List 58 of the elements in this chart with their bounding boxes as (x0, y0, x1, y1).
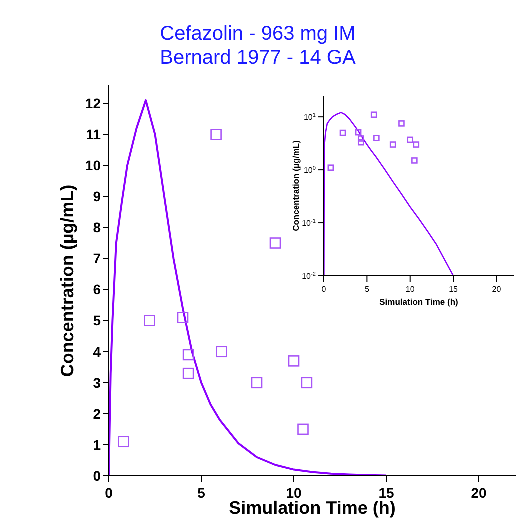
x-tick-label: 0 (105, 485, 114, 501)
point (251, 377, 263, 389)
point (182, 349, 194, 361)
y-tick-label: 10 (85, 158, 102, 174)
point (177, 312, 189, 324)
point (182, 368, 194, 380)
point (374, 135, 380, 142)
y-axis-title: Concentration (µg/mL) (291, 140, 301, 232)
point (412, 158, 418, 164)
y-tick-label: 2 (93, 406, 102, 422)
point (301, 377, 313, 389)
y-tick-label: 11 (86, 126, 102, 143)
y-tick-label: 10$^{0}$ (304, 166, 316, 175)
point (328, 164, 334, 172)
x-tick-label: 10 (406, 285, 416, 294)
point (288, 356, 300, 367)
x-tick-label: 20 (492, 285, 502, 294)
x-tick-label: 15 (449, 285, 459, 294)
y-tick-label: 4 (93, 344, 102, 360)
point (144, 315, 156, 326)
point (390, 142, 396, 148)
line-series (324, 112, 454, 276)
y-tick-label: 10$^{-2}$ (302, 272, 316, 281)
x-tick-label: 5 (198, 485, 206, 501)
point (118, 436, 130, 448)
y-tick-label: 10$^{-1}$ (302, 218, 316, 228)
y-tick-label: 1 (93, 436, 102, 453)
y-tick-label: 10$^{1}$ (304, 112, 316, 122)
chart-title: Cefazolin - 963 mg IM (159, 22, 357, 46)
point (398, 120, 405, 127)
point (210, 129, 222, 140)
point (370, 112, 378, 118)
x-axis-title: Simulation Time (h) (378, 297, 460, 307)
x-tick-label: 20 (471, 485, 487, 501)
y-tick-label: 7 (93, 250, 102, 267)
point (298, 424, 309, 436)
point (407, 136, 414, 144)
y-tick-label: 3 (93, 374, 102, 391)
y-tick-label: 5 (93, 312, 102, 329)
chart-subtitle: Bernard 1977 - 14 GA (159, 46, 357, 70)
x-tick-label: 15 (378, 485, 394, 501)
y-tick-label: 6 (93, 282, 102, 298)
point (355, 129, 362, 136)
point (216, 346, 228, 358)
y-tick-label: 8 (93, 220, 102, 236)
y-tick-label: 9 (93, 188, 102, 205)
x-axis-title: Simulation Time (h) (229, 498, 396, 518)
x-tick-label: 10 (286, 485, 302, 501)
point (340, 130, 346, 136)
point (413, 142, 420, 148)
point (358, 136, 364, 142)
y-tick-label: 12 (85, 96, 102, 112)
point (270, 238, 282, 249)
point (358, 139, 364, 146)
x-tick-label: 5 (364, 285, 370, 294)
y-axis-title: Concentration (µg/mL) (58, 184, 78, 377)
y-tick-label: 0 (93, 468, 102, 484)
x-tick-label: 0 (322, 285, 327, 294)
